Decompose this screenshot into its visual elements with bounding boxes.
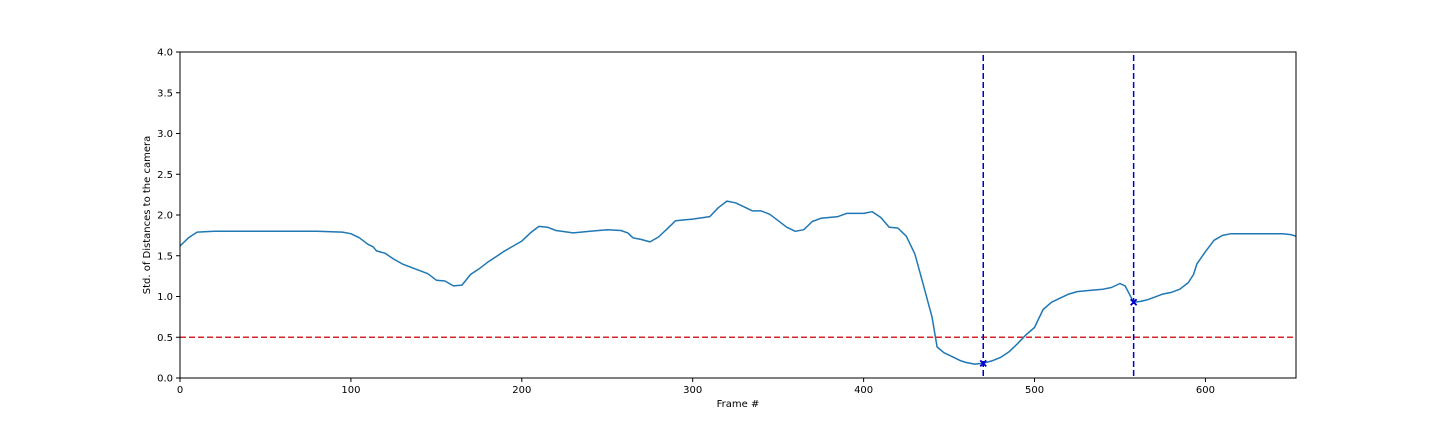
y-axis-label: Std. of Distances to the camera (142, 136, 153, 294)
y-tick-label: 1.5 (157, 251, 173, 262)
plot-frame (179, 51, 1297, 379)
series-line (179, 200, 1297, 365)
x-tick-label: 500 (1025, 385, 1044, 396)
plot-area (179, 55, 1297, 378)
x-axis-ticks: 0 100 200 300 400 500 600 (177, 378, 1215, 396)
y-tick-label: 0.0 (157, 374, 173, 385)
y-axis-ticks: 0.0 0.5 1.0 1.5 2.0 2.5 3.0 3.5 4.0 (157, 48, 180, 385)
y-tick-label: 4.0 (157, 48, 173, 59)
x-tick-label: 400 (854, 385, 873, 396)
x-tick-label: 600 (1196, 385, 1215, 396)
y-tick-label: 3.0 (157, 129, 173, 140)
y-tick-label: 0.5 (157, 333, 173, 344)
x-tick-label: 100 (341, 385, 360, 396)
y-tick-label: 3.5 (157, 88, 173, 99)
x-tick-label: 0 (177, 385, 183, 396)
y-tick-label: 1.0 (157, 292, 173, 303)
x-tick-label: 300 (683, 385, 702, 396)
y-tick-label: 2.0 (157, 211, 173, 222)
x-axis-label: Frame # (717, 399, 760, 410)
x-tick-label: 200 (512, 385, 531, 396)
y-tick-label: 2.5 (157, 170, 173, 181)
x-marker (979, 359, 987, 367)
x-marker (1130, 298, 1138, 306)
